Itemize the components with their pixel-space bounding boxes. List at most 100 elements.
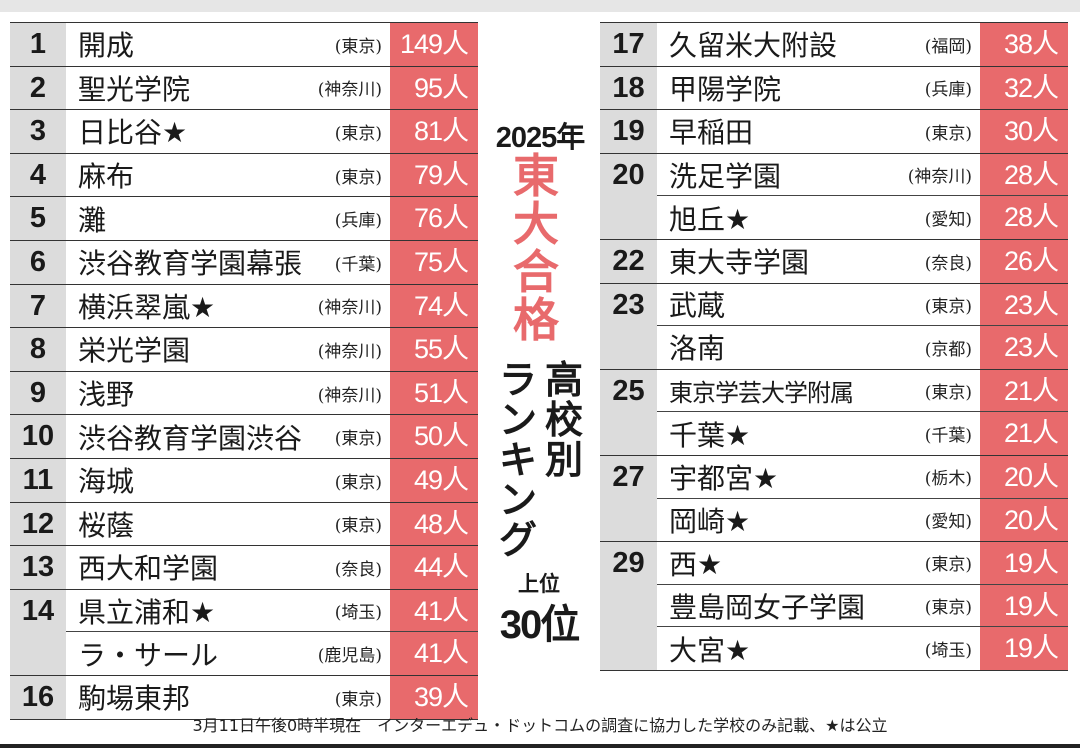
school-name: 西大和学園 (78, 552, 219, 586)
prefecture: (奈良) (924, 253, 972, 274)
prefecture: (東京) (924, 555, 972, 576)
school-name: 武蔵 (669, 289, 726, 323)
table-row: 桜蔭 (東京) 48人 (66, 502, 478, 546)
table-row: 麻布 (東京) 79人 (66, 153, 478, 197)
prefecture: (神奈川) (317, 298, 382, 319)
rank-entries: 栄光学園 (神奈川) 55人 (66, 328, 478, 371)
rank-number: 9 (10, 371, 66, 415)
pass-count: 28人 (980, 153, 1068, 196)
pass-count: 23人 (980, 283, 1068, 326)
rank-group: 12 桜蔭 (東京) 48人 (10, 502, 478, 547)
rank-group: 29 西★ (東京) 19人 豊島岡女子学園 (東京) 19人 大宮★ (埼玉) 19人 (600, 542, 1068, 670)
rank-number: 8 (10, 328, 66, 371)
title-char: 校 (544, 398, 583, 442)
ranking-table-left: 1 開成 (東京) 149人 2 聖光学院 (神奈川) 95人 3 日比谷★ (東京) 81人 4 麻布 (… (10, 22, 478, 720)
prefecture: (東京) (334, 123, 382, 144)
rank-entries: 灘 (兵庫) 76人 (66, 197, 478, 240)
rank-group: 13 西大和学園 (奈良) 44人 (10, 546, 478, 590)
table-row: 栄光学園 (神奈川) 55人 (66, 328, 478, 371)
rank-number: 12 (10, 502, 66, 546)
pass-count: 149人 (390, 23, 478, 66)
prefecture: (福岡) (924, 36, 972, 57)
prefecture: (東京) (334, 516, 382, 537)
school-name: 聖光学院 (78, 72, 191, 106)
school-name: 豊島岡女子学園 (669, 590, 866, 624)
title-char: グ (498, 518, 537, 562)
pass-count: 23人 (980, 326, 1068, 369)
rank-number: 5 (10, 197, 66, 240)
table-row: 海城 (東京) 49人 (66, 458, 478, 502)
title-main: 東大合格 (510, 152, 562, 344)
pass-count: 76人 (390, 197, 478, 240)
rank-entries: 久留米大附設 (福岡) 38人 (657, 23, 1068, 66)
school-name: 宇都宮★ (669, 461, 779, 495)
prefecture: (東京) (334, 36, 382, 57)
rank-number: 4 (10, 153, 66, 197)
rank-group: 6 渋谷教育学園幕張 (千葉) 75人 (10, 240, 478, 285)
rank-number: 11 (10, 458, 66, 502)
table-row: 県立浦和★ (埼玉) 41人 (66, 589, 478, 633)
title-char: 大 (513, 197, 559, 251)
rank-entries: 洗足学園 (神奈川) 28人 旭丘★ (愛知) 28人 (657, 153, 1068, 239)
table-row: 東京学芸大学附属 (東京) 21人 (657, 369, 1068, 413)
rank-group: 22 東大寺学園 (奈良) 26人 (600, 239, 1068, 284)
table-row: 千葉★ (千葉) 21人 (657, 412, 1068, 455)
prefecture: (千葉) (334, 254, 382, 275)
table-row: 渋谷教育学園幕張 (千葉) 75人 (66, 240, 478, 284)
title-char: 格 (513, 293, 559, 347)
rank-entries: 甲陽学院 (兵庫) 32人 (657, 66, 1068, 110)
title-year: 2025年 (495, 122, 586, 154)
pass-count: 74人 (390, 284, 478, 328)
pass-count: 28人 (980, 196, 1068, 239)
pass-count: 95人 (390, 66, 478, 110)
title-char: 高 (544, 358, 583, 402)
pass-count: 32人 (980, 66, 1068, 110)
rank-entries: 麻布 (東京) 79人 (66, 153, 478, 197)
table-row: 宇都宮★ (栃木) 20人 (657, 455, 1068, 499)
rank-group: 18 甲陽学院 (兵庫) 32人 (600, 66, 1068, 111)
rank-group: 27 宇都宮★ (栃木) 20人 岡崎★ (愛知) 20人 (600, 455, 1068, 543)
rank-entries: 西大和学園 (奈良) 44人 (66, 546, 478, 589)
school-name: 東京学芸大学附属 (669, 379, 854, 408)
rank-number: 6 (10, 240, 66, 284)
rank-group: 11 海城 (東京) 49人 (10, 458, 478, 503)
title-char: 別 (544, 438, 583, 482)
rank-entries: 県立浦和★ (埼玉) 41人 ラ・サール (鹿児島) 41人 (66, 589, 478, 675)
school-name: 海城 (78, 465, 135, 499)
table-row: 日比谷★ (東京) 81人 (66, 110, 478, 153)
rank-group: 5 灘 (兵庫) 76人 (10, 197, 478, 241)
school-name: 栄光学園 (78, 334, 191, 368)
school-name: 浅野 (78, 378, 135, 412)
rank-number: 27 (600, 455, 657, 542)
rank-number: 19 (600, 110, 657, 153)
rank-entries: 駒場東邦 (東京) 39人 (66, 675, 478, 719)
rank-group: 14 県立浦和★ (埼玉) 41人 ラ・サール (鹿児島) 41人 (10, 589, 478, 676)
pass-count: 39人 (390, 675, 478, 719)
rank-group: 23 武蔵 (東京) 23人 洛南 (京都) 23人 (600, 283, 1068, 370)
table-row: 豊島岡女子学園 (東京) 19人 (657, 584, 1068, 628)
prefecture: (東京) (334, 689, 382, 710)
rank-number: 20 (600, 153, 657, 239)
footnote: 3月11日午後0時半現在 インターエデュ・ドットコムの調査に協力した学校のみ記載… (192, 716, 888, 735)
pass-count: 79人 (390, 153, 478, 197)
prefecture: (東京) (924, 383, 972, 404)
prefecture: (神奈川) (907, 167, 972, 188)
top-band (0, 0, 1080, 12)
pass-count: 20人 (980, 498, 1068, 542)
pass-count: 26人 (980, 239, 1068, 283)
prefecture: (東京) (924, 123, 972, 144)
prefecture: (京都) (924, 339, 972, 360)
rank-group: 8 栄光学園 (神奈川) 55人 (10, 328, 478, 372)
rank-number: 3 (10, 110, 66, 153)
rank-entries: 開成 (東京) 149人 (66, 23, 478, 66)
table-row: 大宮★ (埼玉) 19人 (657, 627, 1068, 670)
rank-number: 25 (600, 369, 657, 455)
school-name: 県立浦和★ (78, 595, 216, 629)
rank-entries: 武蔵 (東京) 23人 洛南 (京都) 23人 (657, 283, 1068, 369)
school-name: 甲陽学院 (669, 72, 782, 106)
rank-number: 17 (600, 23, 657, 66)
rank-number: 18 (600, 66, 657, 110)
rank-group: 1 開成 (東京) 149人 (10, 23, 478, 67)
table-row: 駒場東邦 (東京) 39人 (66, 675, 478, 719)
prefecture: (千葉) (924, 426, 972, 447)
